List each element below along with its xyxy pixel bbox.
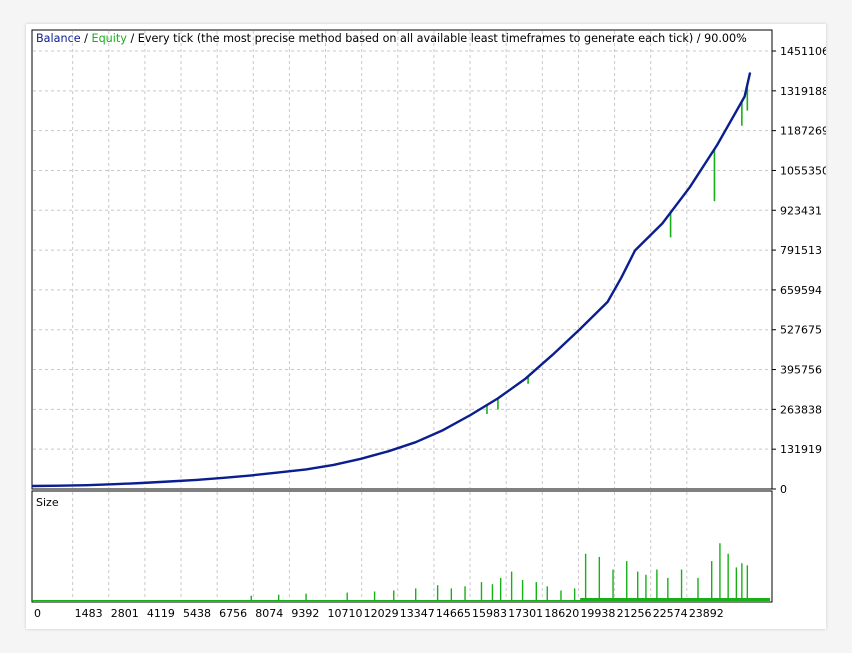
y-tick-label: 0 (780, 483, 787, 496)
x-tick-label: 19938 (580, 607, 615, 620)
x-axis: 0 1483 2801 4119 5438 6756 8074 9392 10710 12029 1… (34, 607, 724, 620)
x-tick-label: 18620 (544, 607, 579, 620)
y-tick-label: 263838 (780, 403, 822, 416)
y-tick-label: 659594 (780, 284, 822, 297)
series-layer (31, 72, 752, 488)
legend-separator: / (81, 32, 92, 45)
y-tick-label: 1451106 (780, 45, 826, 58)
size-base-band (580, 598, 770, 601)
size-panel-label: Size (36, 496, 59, 509)
x-tick-label: 22574 (653, 607, 688, 620)
x-tick-label: 5438 (183, 607, 211, 620)
y-tick-label: 1187269 (780, 125, 826, 138)
x-tick-label: 2801 (111, 607, 139, 620)
size-bars (32, 543, 770, 601)
size-grid (72, 492, 688, 601)
x-tick-label: 0 (34, 607, 41, 620)
main-plot-area (31, 29, 773, 490)
x-tick-label: 8074 (255, 607, 283, 620)
x-tick-label: 23892 (689, 607, 724, 620)
x-tick-label: 12029 (364, 607, 399, 620)
tester-graph: Balance / Equity / Every tick (the most … (31, 29, 826, 620)
y-tick-label: 1319188 (780, 85, 826, 98)
chart-header: Balance / Equity / Every tick (the most … (36, 32, 747, 45)
size-plot-area (31, 490, 773, 603)
y-tick-label: 131919 (780, 443, 822, 456)
x-tick-label: 21256 (617, 607, 652, 620)
y-tick-label: 923431 (780, 204, 822, 217)
y-tick-label: 1055350 (780, 164, 826, 177)
x-tick-label: 15983 (472, 607, 507, 620)
balance-line (31, 72, 752, 488)
legend-equity: Equity (92, 32, 128, 45)
x-tick-label: 14665 (436, 607, 471, 620)
grid (33, 31, 771, 488)
legend-balance: Balance (36, 32, 81, 45)
x-tick-label: 17301 (508, 607, 543, 620)
y-axis: 0 131919 263838 395756 527675 659594 791513 923… (772, 45, 826, 496)
x-tick-label: 9392 (291, 607, 319, 620)
legend-method: / Every tick (the most precise method ba… (127, 32, 747, 45)
x-tick-label: 13347 (400, 607, 435, 620)
y-tick-label: 395756 (780, 364, 822, 377)
x-tick-label: 4119 (147, 607, 175, 620)
y-tick-label: 791513 (780, 244, 822, 257)
chart-frame: Balance / Equity / Every tick (the most … (26, 24, 826, 629)
x-tick-label: 1483 (75, 607, 103, 620)
x-tick-label: 6756 (219, 607, 247, 620)
x-tick-label: 10710 (328, 607, 363, 620)
y-tick-label: 527675 (780, 324, 822, 337)
